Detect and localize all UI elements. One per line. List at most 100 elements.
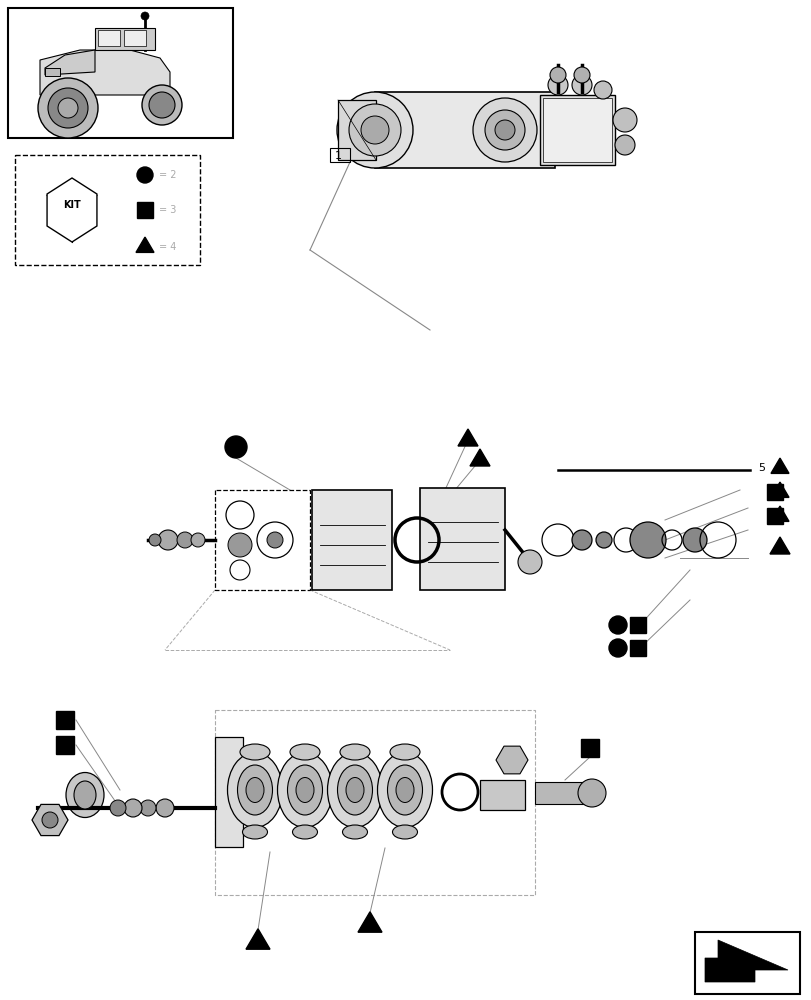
Ellipse shape	[227, 752, 282, 827]
Bar	[98, 30, 120, 46]
Circle shape	[549, 67, 565, 83]
Text: 5: 5	[757, 463, 764, 473]
Circle shape	[158, 530, 178, 550]
Circle shape	[495, 120, 514, 140]
Circle shape	[156, 799, 174, 817]
Polygon shape	[769, 537, 789, 554]
Polygon shape	[496, 746, 527, 774]
Circle shape	[629, 522, 665, 558]
Polygon shape	[704, 940, 787, 982]
Circle shape	[595, 532, 611, 548]
Circle shape	[148, 92, 175, 118]
Bar	[694, 932, 799, 994]
Circle shape	[177, 532, 193, 548]
Polygon shape	[45, 50, 95, 75]
Circle shape	[58, 98, 78, 118]
Circle shape	[38, 78, 98, 138]
Circle shape	[571, 530, 591, 550]
Circle shape	[608, 639, 626, 657]
Circle shape	[473, 98, 536, 162]
Circle shape	[571, 75, 591, 95]
Bar	[539, 95, 614, 165]
Circle shape	[139, 800, 156, 816]
Bar	[215, 710, 534, 895]
Polygon shape	[32, 804, 68, 836]
Ellipse shape	[290, 744, 320, 760]
Bar	[534, 782, 590, 804]
Circle shape	[141, 12, 148, 20]
Ellipse shape	[387, 765, 422, 815]
Text: = 3: = 3	[159, 205, 176, 215]
Bar	[8, 8, 233, 138]
Circle shape	[349, 104, 401, 156]
Bar	[15, 155, 200, 265]
Ellipse shape	[287, 765, 322, 815]
Circle shape	[517, 550, 541, 574]
Polygon shape	[135, 237, 154, 252]
Circle shape	[228, 533, 251, 557]
Circle shape	[361, 116, 388, 144]
Circle shape	[42, 812, 58, 828]
Ellipse shape	[345, 777, 363, 802]
Ellipse shape	[237, 765, 272, 815]
Bar	[124, 30, 146, 46]
Circle shape	[225, 436, 247, 458]
Bar	[419, 488, 504, 590]
Circle shape	[267, 532, 283, 548]
Circle shape	[484, 110, 525, 150]
Text: KIT: KIT	[63, 200, 81, 210]
Circle shape	[594, 81, 611, 99]
Circle shape	[109, 800, 126, 816]
Ellipse shape	[240, 744, 270, 760]
Polygon shape	[215, 490, 310, 590]
Circle shape	[682, 528, 706, 552]
Circle shape	[142, 85, 182, 125]
Ellipse shape	[377, 752, 432, 827]
Bar	[329, 148, 350, 162]
Bar	[543, 98, 611, 162]
Polygon shape	[95, 28, 155, 50]
Circle shape	[614, 135, 634, 155]
Circle shape	[608, 616, 626, 634]
Text: = 4: = 4	[159, 242, 176, 252]
Circle shape	[612, 108, 636, 132]
Bar	[56, 711, 74, 729]
Circle shape	[577, 779, 605, 807]
Circle shape	[148, 534, 161, 546]
Bar	[479, 780, 525, 810]
Bar	[766, 484, 782, 500]
Bar	[581, 739, 599, 757]
Bar	[45, 68, 60, 76]
Circle shape	[48, 88, 88, 128]
Bar	[766, 508, 782, 524]
Polygon shape	[470, 449, 489, 466]
Circle shape	[191, 533, 204, 547]
Ellipse shape	[327, 752, 382, 827]
Ellipse shape	[296, 777, 314, 802]
Bar	[215, 737, 242, 847]
Text: = 2: = 2	[159, 170, 176, 180]
Circle shape	[137, 167, 152, 183]
Polygon shape	[770, 458, 788, 473]
Text: 1: 1	[335, 151, 341, 161]
Ellipse shape	[246, 777, 264, 802]
Circle shape	[573, 67, 590, 83]
Ellipse shape	[337, 765, 372, 815]
Polygon shape	[770, 506, 788, 521]
Ellipse shape	[277, 752, 332, 827]
Polygon shape	[47, 178, 97, 242]
Bar	[56, 736, 74, 754]
Ellipse shape	[340, 744, 370, 760]
Ellipse shape	[396, 777, 414, 802]
Ellipse shape	[392, 825, 417, 839]
Circle shape	[337, 92, 413, 168]
Ellipse shape	[342, 825, 367, 839]
Circle shape	[124, 799, 142, 817]
Bar	[137, 202, 152, 218]
Bar	[629, 640, 646, 656]
Ellipse shape	[66, 772, 104, 817]
Circle shape	[547, 75, 568, 95]
Polygon shape	[358, 912, 381, 932]
Bar	[337, 100, 375, 160]
Polygon shape	[457, 429, 478, 446]
